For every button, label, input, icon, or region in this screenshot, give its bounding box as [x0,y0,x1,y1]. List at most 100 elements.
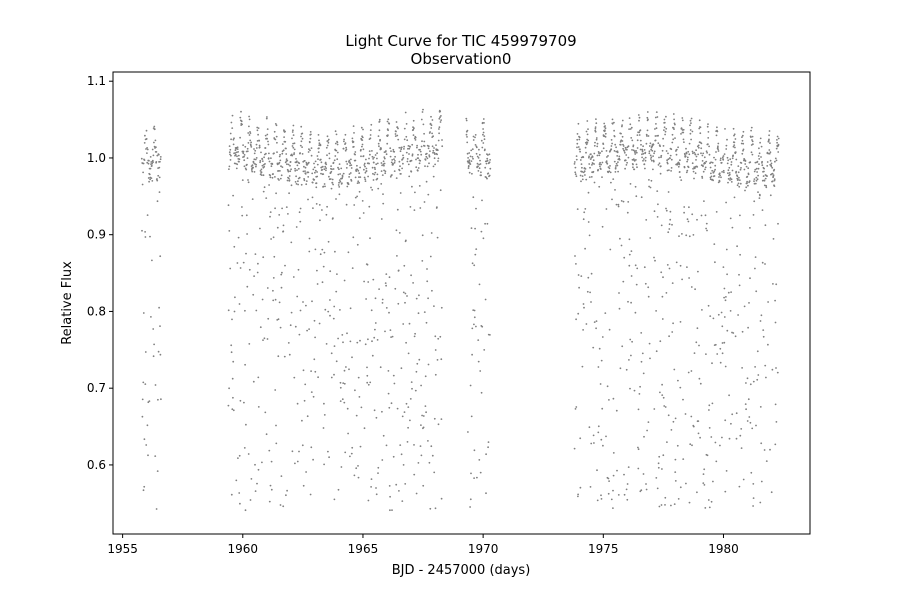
data-point [142,162,145,165]
data-point [646,111,649,113]
data-point [349,455,351,458]
data-point [606,156,608,158]
data-point [593,144,596,147]
data-point [152,154,155,157]
data-point [621,125,623,128]
data-point [655,127,658,130]
data-point [478,459,481,461]
data-point [748,180,751,183]
data-point [747,173,750,176]
data-point [737,178,739,181]
data-point [574,173,577,176]
data-point [422,123,425,126]
data-point [248,125,250,128]
data-point [727,291,730,294]
data-point [763,167,765,170]
data-point [698,119,701,122]
data-point [343,140,345,143]
data-point [718,176,720,178]
data-point [713,156,715,159]
data-point [637,467,640,470]
data-point [660,156,662,159]
y-tick-label: 1.0 [87,151,106,165]
data-point [645,483,647,485]
data-point [729,310,732,312]
x-tick-label: 1965 [348,542,379,556]
data-point [362,212,365,214]
data-point [266,137,268,140]
data-point [773,178,776,181]
data-point [431,119,434,121]
data-point [440,358,443,361]
data-point [363,427,366,430]
data-point [234,153,237,156]
data-point [265,152,267,155]
data-point [426,268,428,270]
data-point [287,213,289,215]
data-point [656,190,659,193]
data-point [653,256,655,259]
data-point [589,486,592,488]
data-point [248,115,251,118]
data-point [266,338,269,340]
data-point [276,141,278,144]
data-point [405,135,408,138]
data-point [312,168,315,171]
data-point [326,144,329,147]
data-point [771,180,774,183]
data-point [367,499,370,502]
data-point [685,171,688,174]
data-point [620,200,623,202]
data-point [610,148,613,151]
data-point [307,151,310,153]
data-point [685,482,687,485]
data-point [256,129,259,132]
data-point [347,251,350,254]
data-point [143,438,146,441]
data-point [400,453,403,456]
data-point [684,413,687,415]
data-point [581,171,584,173]
data-point [717,148,719,151]
data-point [725,296,727,298]
data-point [282,505,285,508]
data-point [737,165,740,168]
data-point [341,177,343,180]
data-point [616,469,618,472]
data-point [481,121,484,124]
data-point [436,206,438,209]
data-point [704,507,707,509]
data-point [252,293,255,296]
data-point [618,292,620,294]
data-point [661,394,664,396]
data-point [325,167,327,170]
data-point [753,200,756,203]
data-point [391,159,394,161]
data-point [687,371,690,374]
data-point [401,167,403,170]
data-point [356,168,359,171]
data-point [255,147,258,149]
data-point [644,159,647,162]
data-point [388,311,390,314]
data-point [289,161,292,163]
data-point [406,160,409,163]
data-point [440,306,443,309]
data-point [254,463,256,466]
data-point [157,398,159,401]
data-point [739,214,741,217]
data-point [340,466,343,468]
data-point [482,237,485,240]
data-point [333,373,335,376]
data-point [397,127,399,130]
data-point [686,218,689,221]
data-point [301,132,304,135]
x-tick-label: 1975 [588,542,619,556]
data-point [329,270,332,273]
data-point [324,161,327,164]
data-point [746,175,749,178]
data-point [349,340,352,343]
data-point [294,169,297,172]
data-point [597,168,599,171]
data-point [726,329,729,332]
